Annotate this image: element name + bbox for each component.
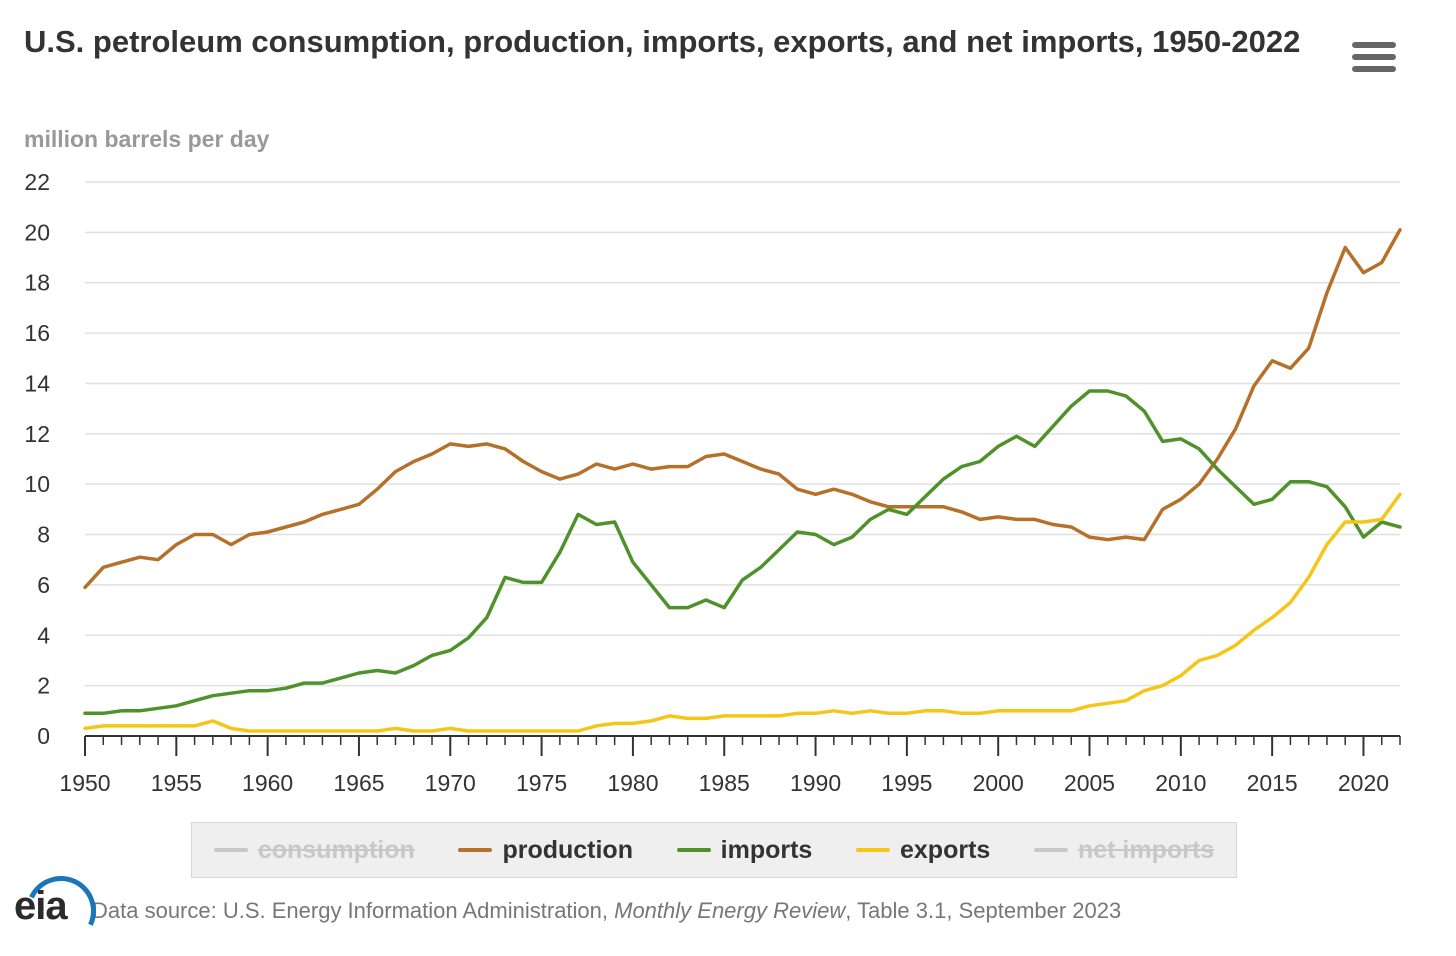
legend-label: exports	[900, 835, 991, 864]
x-tick-label: 1965	[333, 770, 384, 796]
x-tick-label: 1990	[790, 770, 841, 796]
y-tick-label: 20	[24, 219, 50, 245]
y-tick-label: 6	[37, 572, 50, 598]
line-chart: 0 2 4 6 8 10 12 14 16 18 20 22 1950 1955 1960 1965 1970…	[24, 169, 1402, 796]
data-source-suffix: , Table 3.1, September 2023	[845, 898, 1122, 923]
legend-item-production[interactable]: production	[458, 836, 633, 865]
gridlines	[85, 181, 1400, 687]
series-lines	[83, 228, 1402, 733]
legend-swatch	[458, 848, 493, 852]
hamburger-icon-bar	[1352, 54, 1396, 60]
data-source-note: Data source: U.S. Energy Information Adm…	[92, 898, 1121, 924]
x-tick-label: 1950	[59, 770, 110, 796]
x-tick-label: 1995	[881, 770, 932, 796]
x-tick-label: 1980	[607, 770, 658, 796]
x-tick-label: 1970	[425, 770, 476, 796]
x-tick-label: 2005	[1064, 770, 1115, 796]
data-source-prefix: Data source: U.S. Energy Information Adm…	[92, 898, 615, 923]
x-tick-label: 1985	[699, 770, 750, 796]
y-tick-label: 4	[37, 622, 50, 648]
legend-label: net imports	[1077, 835, 1215, 864]
legend: consumption production imports exports net i…	[191, 822, 1237, 878]
chart-title: U.S. petroleum consumption, production, …	[24, 24, 1301, 59]
y-tick-label: 14	[24, 370, 50, 396]
legend-swatch	[1033, 848, 1068, 852]
x-axis: 1950 1955 1960 1965 1970 1975 1980 1985 1990 1995…	[59, 735, 1401, 796]
series-line-exports[interactable]	[83, 492, 1402, 733]
legend-label: production	[502, 835, 633, 864]
y-tick-label: 0	[37, 723, 50, 749]
x-tick-label: 2000	[973, 770, 1024, 796]
x-tick-label: 2020	[1338, 770, 1389, 796]
y-tick-label: 22	[24, 169, 50, 195]
legend-swatch	[676, 848, 711, 852]
legend-label: imports	[720, 835, 813, 864]
x-tick-label: 2010	[1155, 770, 1206, 796]
legend-item-net_imports[interactable]: net imports	[1033, 835, 1215, 865]
series-line-production[interactable]	[83, 228, 1402, 590]
x-tick-label: 1955	[151, 770, 202, 796]
hamburger-icon-bar	[1352, 66, 1396, 72]
data-source-title: Monthly Energy Review	[614, 898, 846, 923]
x-tick-label: 2015	[1247, 770, 1298, 796]
x-tick-label: 1960	[242, 770, 293, 796]
y-axis-label: million barrels per day	[24, 126, 270, 152]
y-tick-label: 2	[37, 673, 50, 699]
y-tick-label: 10	[24, 471, 50, 497]
legend-item-consumption[interactable]: consumption	[213, 835, 415, 865]
legend-swatch	[213, 848, 248, 852]
footer: eia Data source: U.S. Energy Information…	[12, 866, 1121, 956]
y-tick-label: 8	[37, 522, 50, 548]
y-tick-label: 16	[24, 320, 50, 346]
y-tick-labels: 0 2 4 6 8 10 12 14 16 18 20 22	[24, 169, 50, 749]
eia-logo: eia	[12, 866, 106, 956]
hamburger-menu-button[interactable]	[1352, 42, 1396, 78]
y-tick-label: 12	[24, 421, 50, 447]
legend-swatch	[856, 848, 890, 852]
hamburger-icon	[1352, 42, 1396, 48]
eia-logo-text: eia	[14, 884, 68, 928]
legend-item-exports[interactable]: exports	[856, 836, 990, 865]
legend-item-imports[interactable]: imports	[676, 835, 813, 865]
y-tick-label: 18	[24, 270, 50, 296]
x-tick-label: 1975	[516, 770, 567, 796]
series-line-imports[interactable]	[83, 389, 1402, 716]
legend-label: consumption	[257, 835, 415, 864]
